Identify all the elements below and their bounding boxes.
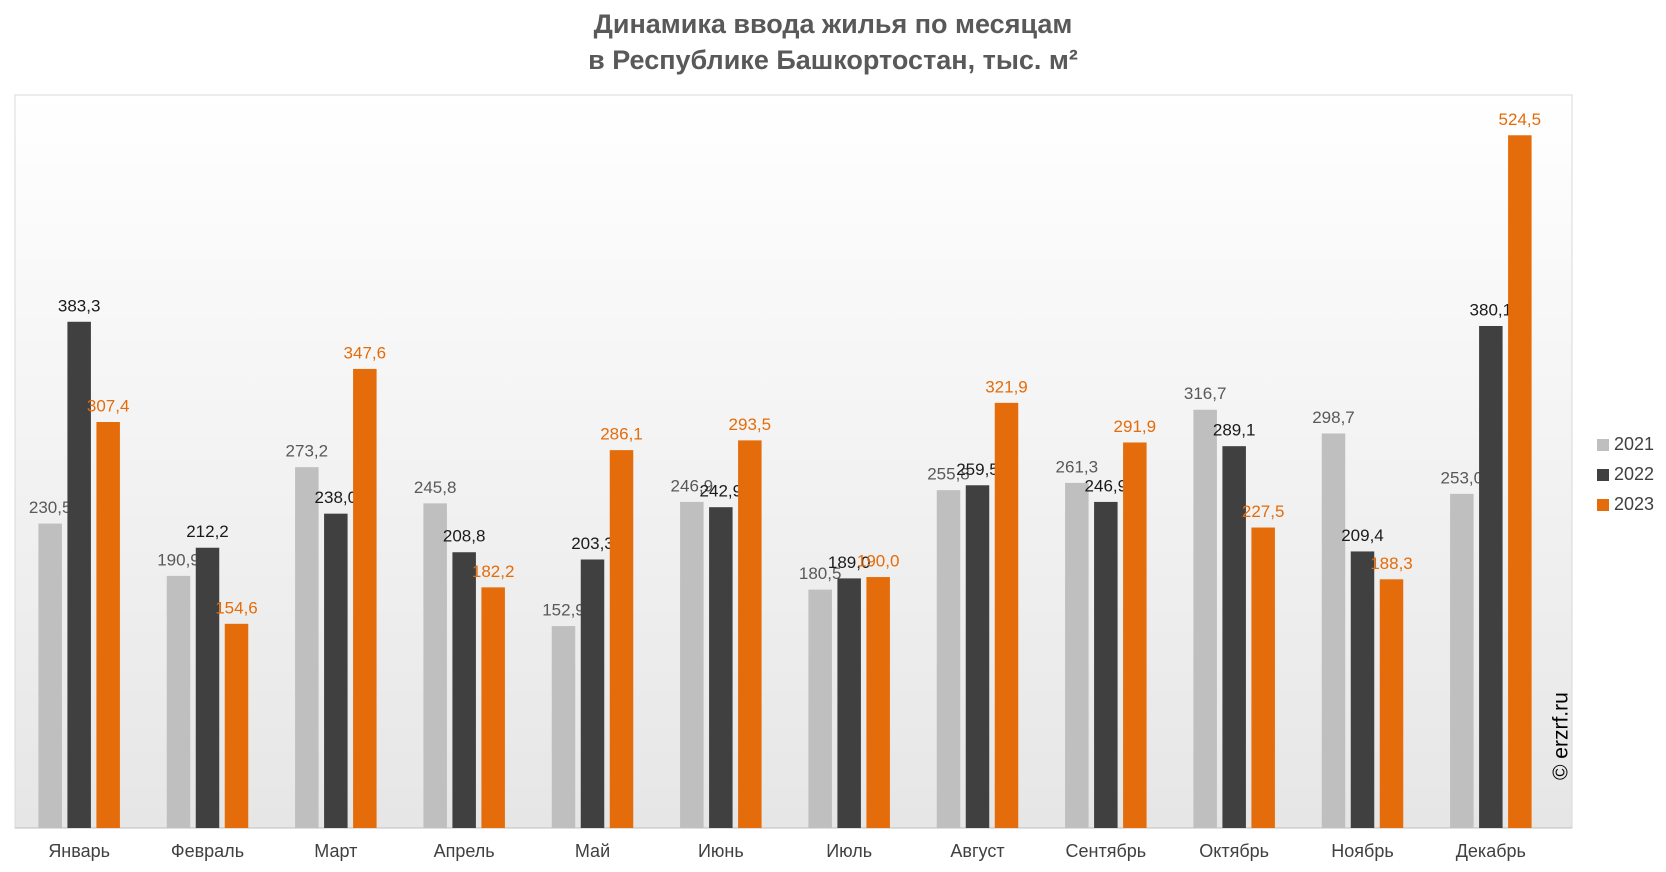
bar (1379, 579, 1404, 828)
legend-label: 2023 (1614, 494, 1654, 514)
bar (166, 575, 191, 828)
data-label: 242,9 (700, 482, 743, 501)
bar (67, 321, 91, 828)
data-label: 209,4 (1341, 526, 1384, 545)
bar (295, 467, 319, 828)
x-tick-label: Апрель (434, 841, 495, 861)
data-label: 255,8 (927, 465, 970, 484)
bar (1123, 442, 1147, 828)
data-label: 289,1 (1213, 421, 1256, 440)
chart-title: в Республике Башкортостан, тыс. м² (588, 45, 1078, 75)
x-tick-label: Май (575, 841, 610, 861)
bar (1193, 409, 1217, 828)
x-tick-label: Февраль (171, 841, 244, 861)
bar (452, 552, 476, 828)
bar (1350, 551, 1375, 828)
data-label: 190,0 (857, 552, 900, 571)
data-label: 182,2 (472, 562, 515, 581)
bar (709, 507, 733, 828)
legend-swatch (1597, 499, 1609, 511)
bar (1222, 446, 1246, 828)
bar (324, 513, 348, 828)
data-label: 212,2 (186, 522, 229, 541)
bar (195, 547, 220, 828)
data-label: 298,7 (1312, 408, 1355, 427)
bar (38, 523, 62, 828)
chart-title: Динамика ввода жилья по месяцам (594, 9, 1073, 39)
x-tick-label: Ноябрь (1331, 841, 1393, 861)
data-label: 321,9 (985, 377, 1028, 396)
bar (936, 490, 961, 828)
data-label: 261,3 (1056, 457, 1099, 476)
data-label: 245,8 (414, 478, 457, 497)
data-label: 154,6 (215, 598, 258, 617)
data-label: 246,9 (671, 476, 714, 495)
data-label: 380,1 (1470, 300, 1513, 319)
bar (353, 368, 377, 828)
legend-swatch (1597, 469, 1609, 481)
data-label: 524,5 (1499, 110, 1542, 129)
bar (1251, 527, 1275, 828)
data-label: 307,4 (87, 396, 130, 415)
bar (481, 587, 505, 828)
bar (837, 578, 861, 828)
x-tick-label: Август (950, 841, 1004, 861)
x-tick-label: Декабрь (1456, 841, 1526, 861)
data-label: 286,1 (600, 425, 643, 444)
bar (1065, 482, 1089, 828)
data-label: 230,5 (29, 498, 72, 517)
data-label: 293,5 (729, 415, 772, 434)
data-label: 189,0 (828, 553, 871, 572)
legend-label: 2022 (1614, 464, 1654, 484)
x-tick-label: Июль (826, 841, 872, 861)
bar (1508, 135, 1532, 828)
data-label: 203,3 (571, 534, 614, 553)
data-label: 291,9 (1114, 417, 1157, 436)
bar (551, 626, 576, 828)
bar (1450, 493, 1474, 828)
bar (738, 440, 762, 828)
data-label: 208,8 (443, 527, 486, 546)
data-label: 273,2 (286, 442, 329, 461)
data-label: 316,7 (1184, 384, 1227, 403)
bar (609, 450, 634, 828)
bar (965, 485, 990, 828)
data-label: 246,9 (1085, 476, 1128, 495)
bar (423, 503, 447, 828)
data-label: 180,5 (799, 564, 842, 583)
x-tick-label: Январь (48, 841, 110, 861)
data-label: 238,0 (315, 488, 358, 507)
x-tick-label: Июнь (698, 841, 744, 861)
data-label: 347,6 (344, 343, 387, 362)
legend-label: 2021 (1614, 434, 1654, 454)
bar (680, 501, 704, 828)
source: © erzrf.ru (1550, 692, 1573, 780)
data-label: 190,9 (157, 550, 200, 569)
data-label: 383,3 (58, 296, 101, 315)
bar (1094, 501, 1118, 828)
data-label: 227,5 (1242, 502, 1285, 521)
x-tick-label: Сентябрь (1066, 841, 1147, 861)
bar (1321, 433, 1346, 828)
data-label: 152,9 (542, 601, 585, 620)
legend-swatch (1597, 439, 1609, 451)
bar (1479, 325, 1503, 828)
plot-area (14, 94, 1573, 829)
bar (994, 402, 1019, 828)
bar (808, 589, 832, 828)
data-label: 188,3 (1370, 554, 1413, 573)
bar (224, 623, 249, 828)
bar (580, 559, 605, 828)
bar (96, 422, 120, 828)
data-label: 253,0 (1441, 468, 1484, 487)
x-tick-label: Октябрь (1199, 841, 1269, 861)
bar (866, 577, 890, 828)
x-tick-label: Март (314, 841, 357, 861)
data-label: 259,5 (956, 460, 999, 479)
